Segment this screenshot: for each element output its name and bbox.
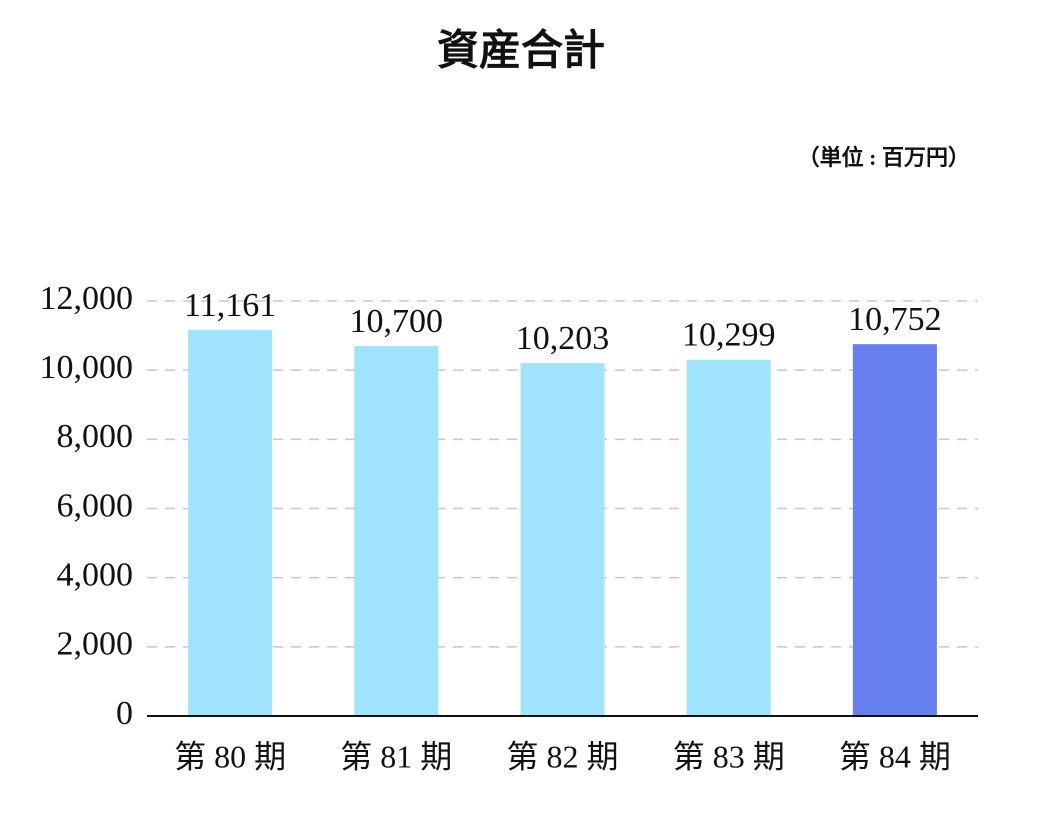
value-label: 11,161 [184,287,276,324]
bar [354,345,439,716]
value-label: 10,299 [682,317,776,354]
bar [520,363,605,716]
value-label: 10,752 [848,301,942,338]
y-tick-label: 10,000 [40,349,134,386]
x-tick-label: 第 84 期 [839,738,951,774]
y-tick-label: 4,000 [57,556,134,593]
chart-title: 資産合計 [437,28,605,75]
unit-note: （単位 : 百万円） [798,145,970,170]
x-tick-label: 第 82 期 [506,738,618,774]
value-label: 10,203 [516,320,610,357]
bar [686,359,771,716]
y-tick-label: 0 [116,695,133,732]
y-tick-label: 8,000 [57,418,134,455]
x-tick-label: 第 80 期 [174,738,286,774]
x-tick-label: 第 83 期 [673,738,785,774]
x-tick-label: 第 81 期 [340,738,452,774]
y-tick-label: 6,000 [57,487,134,524]
y-tick-label: 2,000 [57,626,134,663]
value-label: 10,700 [350,303,444,340]
y-tick-label: 12,000 [40,280,134,317]
bar [188,330,273,716]
bar [852,344,937,716]
